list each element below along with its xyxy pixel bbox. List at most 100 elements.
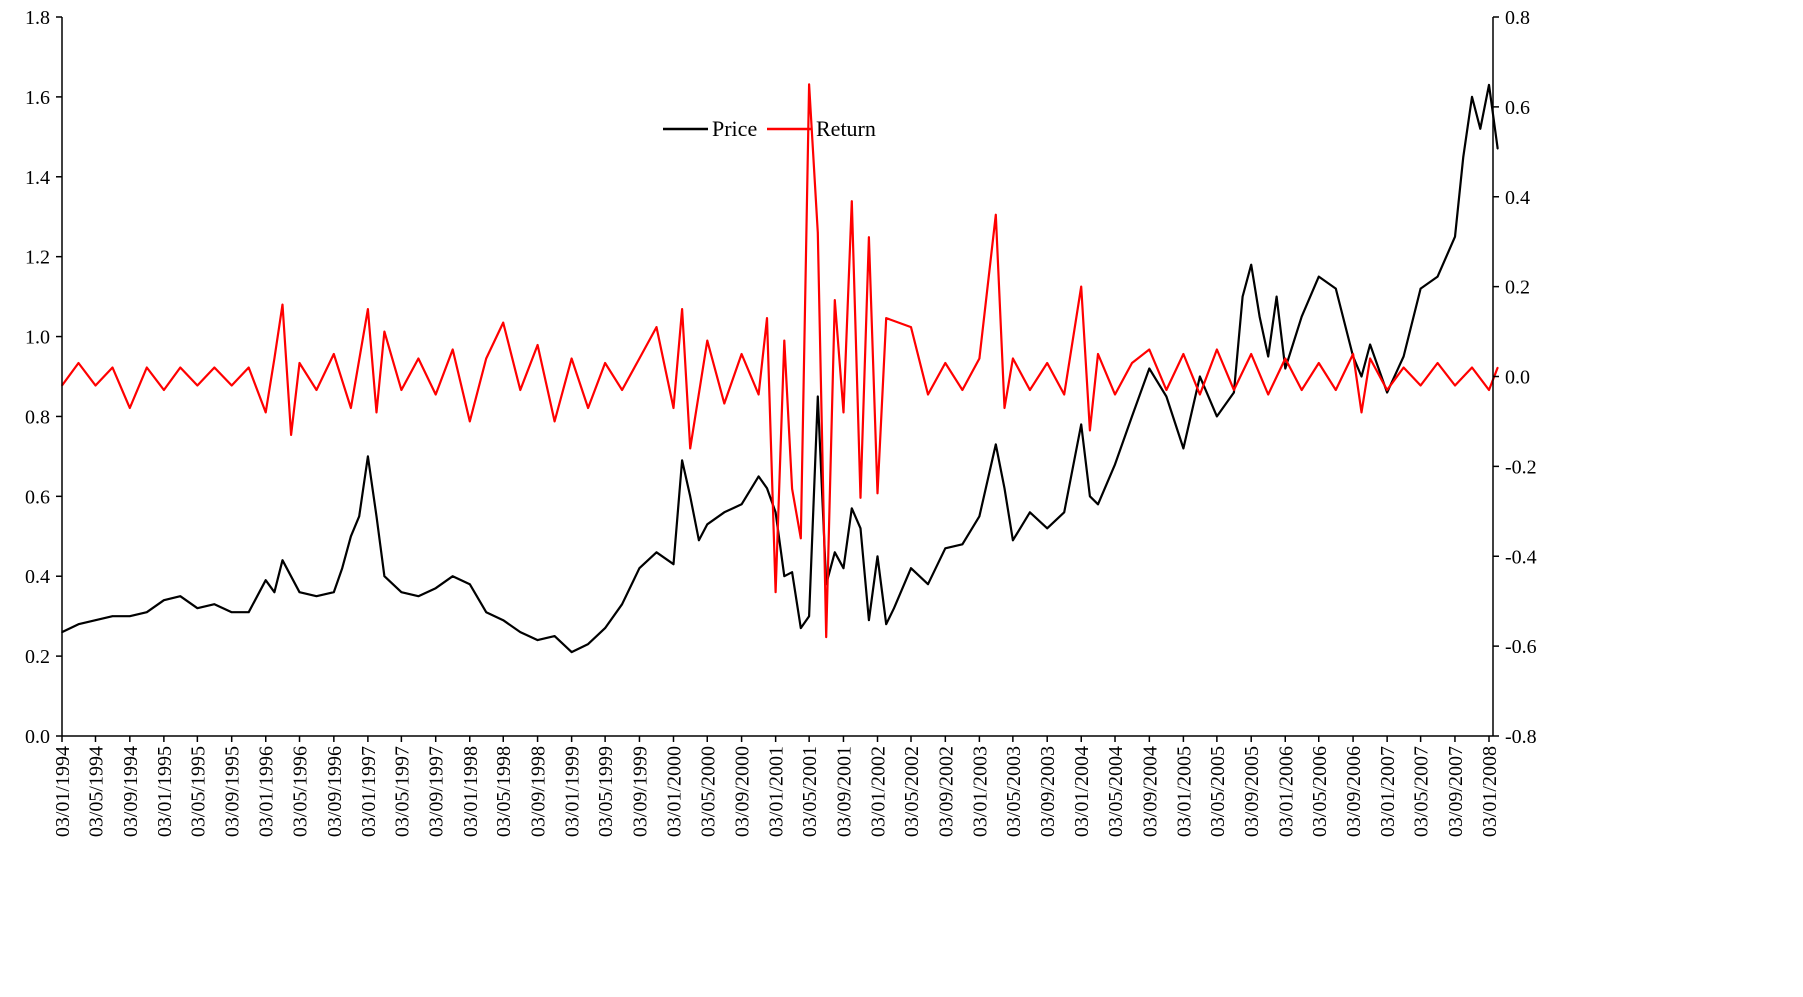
data-point-return	[961, 389, 964, 391]
data-point-return	[1335, 389, 1337, 391]
data-point-price	[375, 515, 378, 518]
legend-price-label: Price	[712, 116, 757, 141]
data-point-price	[1419, 287, 1422, 290]
data-point-return	[417, 357, 420, 360]
data-point-price	[570, 651, 573, 653]
x-tick-label: 03/01/1998	[460, 746, 482, 837]
data-point-return	[621, 389, 623, 391]
right-y-tick-label: 0.2	[1505, 277, 1530, 299]
x-tick-label: 03/05/1999	[595, 746, 617, 837]
data-point-price	[1029, 511, 1031, 514]
data-point-return	[315, 389, 318, 391]
data-point-return	[485, 357, 488, 360]
data-point-price	[111, 615, 114, 617]
x-tick-label: 03/01/2007	[1377, 746, 1399, 837]
series-line-price	[61, 83, 1499, 654]
data-point-price	[995, 443, 997, 446]
data-point-price	[800, 627, 802, 629]
data-point-price	[655, 551, 658, 554]
data-point-return	[757, 393, 760, 396]
data-point-return	[766, 317, 768, 319]
right-y-tick-label: -0.6	[1505, 636, 1537, 658]
data-point-return	[129, 407, 131, 409]
data-point-return	[264, 411, 267, 414]
data-point-price	[383, 575, 386, 577]
data-point-return	[333, 353, 335, 355]
data-point-return	[273, 357, 276, 360]
data-point-price	[1089, 495, 1091, 498]
data-point-return	[383, 330, 386, 333]
data-point-return	[1471, 366, 1473, 369]
data-point-price	[281, 559, 284, 561]
data-point-return	[111, 366, 114, 369]
data-point-return	[800, 537, 802, 540]
data-point-price	[179, 595, 182, 597]
data-point-price	[1300, 315, 1303, 318]
data-point-price	[298, 591, 301, 593]
data-point-return	[1199, 393, 1201, 396]
data-point-return	[94, 384, 97, 387]
data-point-price	[851, 507, 853, 510]
data-point-price	[553, 635, 556, 637]
data-point-price	[757, 475, 760, 478]
x-tick-label: 03/09/1995	[222, 746, 244, 837]
data-point-return	[519, 389, 522, 391]
x-tick-label: 03/01/2003	[969, 746, 991, 837]
data-point-price	[621, 603, 623, 605]
data-point-return	[672, 407, 675, 409]
data-point-price	[723, 511, 726, 514]
data-point-return	[1080, 285, 1082, 288]
data-point-return	[1097, 353, 1099, 355]
x-tick-label: 03/09/2007	[1445, 746, 1467, 837]
x-tick-label: 03/09/1994	[120, 746, 142, 837]
left-y-tick-label: 1.6	[25, 87, 50, 109]
data-point-price	[766, 487, 768, 490]
left-y-tick-label: 0.8	[25, 406, 50, 428]
data-point-return	[163, 389, 165, 391]
x-tick-label: 03/01/2006	[1275, 746, 1297, 837]
data-point-return	[400, 389, 403, 391]
x-tick-label: 03/09/1999	[629, 746, 651, 837]
data-point-price	[1012, 539, 1014, 542]
right-y-tick-label: 0.0	[1505, 367, 1530, 389]
data-point-return	[1029, 389, 1031, 391]
x-tick-label: 03/01/2005	[1173, 746, 1195, 837]
data-point-return	[434, 393, 437, 396]
data-point-price	[1003, 487, 1006, 490]
data-point-price	[698, 539, 700, 542]
data-point-return	[281, 303, 284, 306]
data-point-return	[536, 344, 539, 346]
data-point-price	[944, 547, 947, 550]
data-point-return	[1488, 389, 1490, 391]
left-y-tick-label: 1.0	[25, 327, 50, 349]
x-tick-label: 03/01/2004	[1071, 746, 1093, 837]
data-point-price	[1046, 527, 1048, 530]
data-point-price	[1275, 295, 1278, 298]
data-point-return	[553, 420, 556, 423]
x-tick-label: 03/05/2004	[1105, 746, 1127, 837]
data-point-return	[1089, 429, 1091, 432]
data-point-return	[1267, 393, 1269, 396]
data-point-price	[1165, 395, 1168, 398]
data-point-price	[213, 603, 216, 605]
data-point-price	[1335, 287, 1337, 290]
data-point-price	[638, 567, 641, 569]
data-point-return	[1216, 348, 1218, 351]
data-point-return	[1352, 353, 1354, 355]
data-point-price	[978, 515, 981, 518]
data-point-return	[995, 213, 997, 216]
data-point-price	[885, 623, 887, 625]
data-point-price	[1216, 415, 1218, 418]
data-point-price	[876, 555, 879, 558]
x-tick-label: 03/01/2000	[663, 746, 685, 837]
data-point-price	[1386, 391, 1388, 394]
x-tick-label: 03/09/1998	[528, 746, 550, 837]
data-point-return	[1012, 357, 1014, 360]
data-point-return	[1386, 389, 1388, 391]
series-line-return	[61, 83, 1499, 639]
data-point-price	[94, 619, 97, 621]
data-point-return	[740, 353, 743, 355]
data-point-return	[944, 362, 947, 364]
data-point-price	[196, 607, 199, 609]
